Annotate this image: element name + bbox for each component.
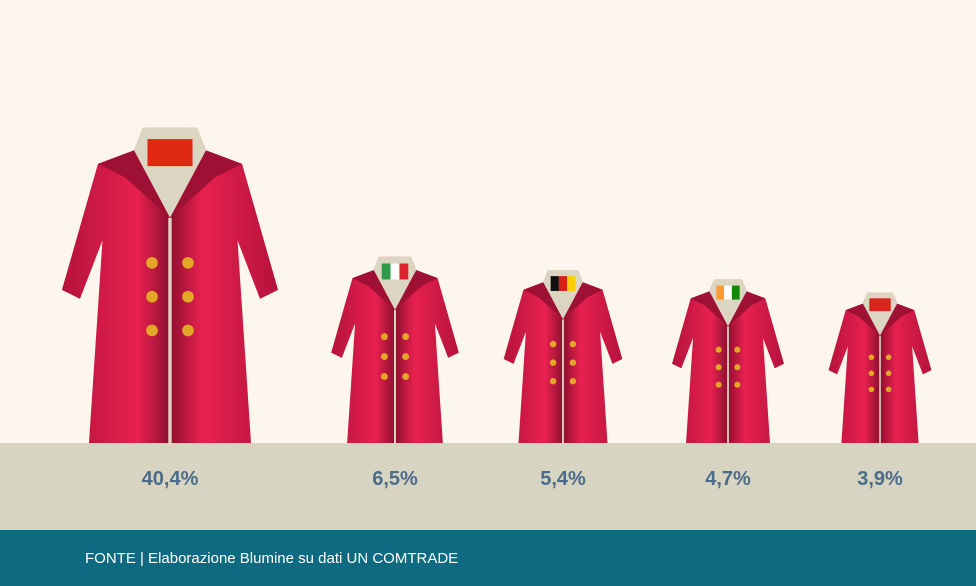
button — [869, 387, 875, 393]
value-label: 40,4% — [142, 468, 199, 490]
button — [869, 354, 875, 360]
button — [716, 364, 722, 370]
button — [381, 373, 388, 380]
value-label: 5,4% — [540, 468, 586, 490]
button — [402, 353, 409, 360]
flag-stripe — [382, 263, 391, 279]
button — [550, 359, 556, 365]
value-label: 3,9% — [857, 468, 903, 490]
button — [402, 373, 409, 380]
flag-stripe — [567, 276, 575, 291]
button — [716, 347, 722, 353]
button — [182, 291, 194, 303]
value-label: 6,5% — [372, 468, 418, 490]
flag-stripe — [869, 298, 890, 311]
button — [182, 257, 194, 269]
button — [886, 371, 892, 377]
button — [869, 371, 875, 377]
button — [550, 341, 556, 347]
value-label: 4,7% — [705, 468, 751, 490]
flag-stripe — [559, 276, 567, 291]
button — [381, 353, 388, 360]
button — [570, 378, 576, 384]
flag-stripe — [551, 276, 559, 291]
button — [716, 382, 722, 388]
button — [570, 341, 576, 347]
button — [734, 382, 740, 388]
flag-stripe — [724, 286, 732, 300]
button — [146, 257, 158, 269]
button — [146, 291, 158, 303]
flag-stripe — [716, 286, 724, 300]
flag-stripe — [147, 139, 192, 166]
source: FONTE | Elaborazione Blumine su dati UN … — [85, 550, 458, 567]
button — [734, 347, 740, 353]
button — [734, 364, 740, 370]
button — [570, 359, 576, 365]
button — [550, 378, 556, 384]
flag-stripe — [399, 263, 408, 279]
button — [381, 333, 388, 340]
button — [402, 333, 409, 340]
button — [146, 325, 158, 337]
flag-stripe — [732, 286, 740, 300]
button — [182, 325, 194, 337]
button — [886, 387, 892, 393]
flag-stripe — [391, 263, 400, 279]
button — [886, 354, 892, 360]
